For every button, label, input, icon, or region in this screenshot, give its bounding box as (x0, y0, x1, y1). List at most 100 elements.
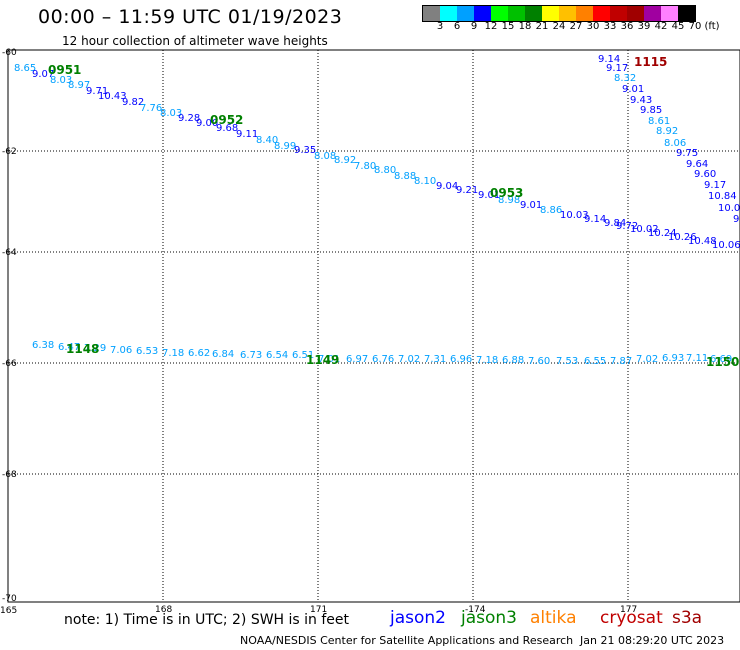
wave-height-value: 7.18 (476, 355, 498, 366)
track-right: 9.149.178.329.019.439.858.618.928.069.75… (598, 54, 740, 225)
wave-height-value: 9.11 (236, 129, 258, 140)
wave-height-value: 7.11 (686, 353, 708, 364)
wave-height-value: 9.64 (686, 159, 708, 170)
wave-height-value: 8.40 (256, 135, 278, 146)
wave-height-value: 9.84 (604, 218, 626, 229)
generated-timestamp: Jan 21 08:29:20 UTC 2023 (580, 634, 725, 647)
wave-height-value: 7.60 (528, 356, 550, 367)
wave-height-value: 6.84 (212, 349, 234, 360)
wave-height-value: 8.08 (314, 151, 336, 162)
wave-height-value: 6.55 (584, 356, 606, 367)
wave-height-value: 9.17 (704, 180, 726, 191)
wave-height-value: 8.61 (648, 116, 670, 127)
wave-height-value: 8.99 (274, 141, 296, 152)
longitude-label: 165 (0, 606, 17, 616)
wave-height-value: 6.97 (346, 354, 368, 365)
legend-swatch (610, 6, 627, 21)
pass-time-marker: 0951 (48, 63, 81, 77)
wave-height-value: 9.60 (694, 169, 716, 180)
wave-height-value: 9.17 (606, 63, 628, 74)
latitude-label: -70 (2, 594, 17, 604)
wave-height-value: 8.03 (50, 75, 72, 86)
wave-height-value: 7.31 (424, 354, 446, 365)
wave-height-value: 9.01 (478, 190, 500, 201)
wave-height-value: 10.03 (560, 210, 589, 221)
wave-height-value: 10.48 (688, 236, 717, 247)
pass-time-marker: 1150 (706, 355, 739, 369)
wave-height-value: 7.06 (110, 345, 132, 356)
legend-label: 15 (501, 21, 515, 32)
map-title: 00:00 – 11:59 UTC 01/19/2023 (38, 6, 343, 28)
legend-swatch (644, 6, 661, 21)
wave-height-value: 6.96 (450, 354, 472, 365)
wave-height-value: 9.28 (178, 113, 200, 124)
wave-height-value: 8.92 (334, 155, 356, 166)
wave-height-value: 9.85 (640, 105, 662, 116)
longitude-label: 177 (620, 605, 637, 615)
legend-label: 24 (552, 21, 566, 32)
legend-swatch (542, 6, 559, 21)
satellite-legend-jason3: jason3 (461, 608, 517, 628)
map-subtitle: 12 hour collection of altimeter wave hei… (62, 34, 328, 48)
longitude-label: -174 (465, 605, 486, 615)
wave-height-value: 8.06 (664, 138, 686, 149)
legend-swatch (508, 6, 525, 21)
legend-label: 12 (484, 21, 498, 32)
track-upper: 8.659.078.038.979.7110.439.827.768.039.2… (14, 63, 740, 251)
legend-label: 39 (637, 21, 651, 32)
track-lower: 6.38 6.47 7.29 7.06 6.53 7.18 6.62 6.84 6.73 6.54… (32, 340, 739, 369)
wave-height-value: 6.54 (266, 350, 288, 361)
satellite-legend-s3a: s3a (672, 608, 703, 628)
latitude-label: -62 (2, 147, 17, 157)
wave-height-value: 8.97 (68, 80, 90, 91)
wave-height-value: 7.01 (318, 354, 340, 365)
wave-height-value: 9 (733, 214, 739, 225)
satellite-legend-jason2: jason2 (390, 608, 446, 628)
wave-height-value: 10.43 (98, 91, 127, 102)
wave-height-value: 6.47 (58, 342, 80, 353)
pass-time-marker: 0953 (490, 186, 523, 200)
legend-swatch (491, 6, 508, 21)
wave-height-value: 9.00 (196, 118, 218, 129)
wave-height-value: 8.86 (540, 205, 562, 216)
legend-label: 45 (671, 21, 685, 32)
wave-height-value: 8.98 (498, 195, 520, 206)
wave-height-value: 7.87 (610, 356, 632, 367)
wave-height-value: 6.76 (372, 354, 394, 365)
wave-height-value: 9.75 (676, 148, 698, 159)
legend-swatch (474, 6, 491, 21)
wave-height-value: 9.82 (122, 97, 144, 108)
pass-time-marker: 1148 (66, 342, 99, 356)
satellite-legend-altika: altika (530, 608, 577, 628)
wave-height-value: 6.73 (240, 350, 262, 361)
wave-height-value: 7.76 (140, 103, 162, 114)
legend-swatch (576, 6, 593, 21)
units-note: note: 1) Time is in UTC; 2) SWH is in fe… (64, 612, 350, 628)
wave-height-value: 8.80 (374, 165, 396, 176)
wave-height-value: 9.01 (520, 200, 542, 211)
wave-height-value: 8.32 (614, 73, 636, 84)
wave-height-value: 7.18 (162, 348, 184, 359)
longitude-label: 168 (155, 605, 172, 615)
legend-label: 27 (569, 21, 583, 32)
legend-swatch (661, 6, 678, 21)
wave-height-value: 10.26 (668, 232, 697, 243)
wave-height-value: 7.80 (354, 161, 376, 172)
wave-height-value: 7.02 (636, 354, 658, 365)
legend-label: 33 (603, 21, 617, 32)
wave-height-value: 10.0 (718, 203, 740, 214)
wave-height-value: 7.02 (398, 354, 420, 365)
legend-label: 9 (470, 21, 478, 32)
wave-height-value: 8.92 (656, 126, 678, 137)
wave-height-value: 6.69 (710, 354, 732, 365)
wave-height-value: 9.35 (294, 145, 316, 156)
wave-height-value: 6.38 (32, 340, 54, 351)
wave-height-value: 9.01 (622, 84, 644, 95)
pass-time-marker: 0952 (210, 113, 243, 127)
legend-unit: (ft) (704, 21, 720, 32)
wave-height-value: 8.03 (160, 108, 182, 119)
legend-label: 21 (535, 21, 549, 32)
wave-height-value: 6.53 (136, 346, 158, 357)
